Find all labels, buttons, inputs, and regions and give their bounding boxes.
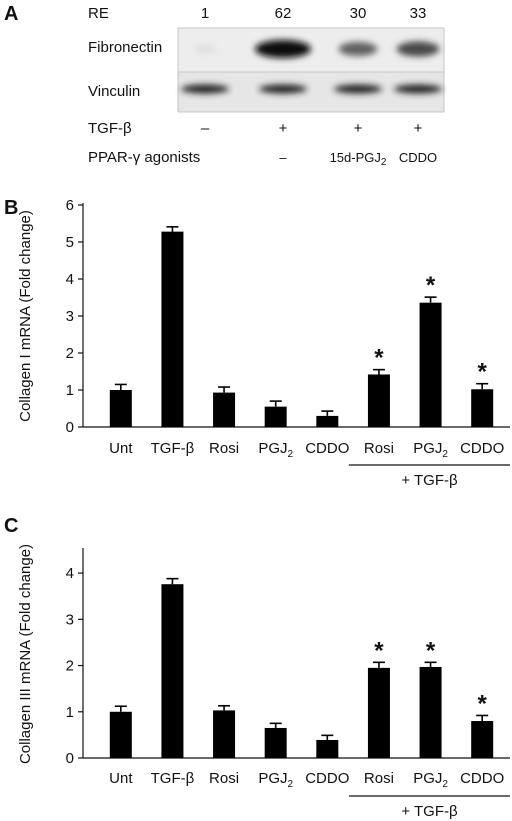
ppar-agonists-label: PPAR-γ agonists: [88, 149, 200, 166]
category-label: Unt: [109, 440, 133, 457]
bar: [109, 711, 132, 758]
vinculin-band: [334, 84, 382, 94]
category-label: CDDO: [305, 770, 349, 787]
re-value: 1: [201, 5, 209, 22]
agonist-marks: – 15d-PGJ2 CDDO: [279, 150, 437, 168]
bar: [109, 390, 132, 427]
panel-a-letter: A: [4, 3, 18, 25]
y-tick-label: 1: [66, 704, 74, 721]
significance-marker: *: [426, 272, 436, 299]
agonist-mark: –: [279, 150, 287, 165]
group-label: + TGF-β: [401, 472, 458, 489]
category-label: PGJ2: [258, 440, 293, 460]
bar: [161, 231, 184, 427]
category-label: TGF-β: [151, 440, 195, 457]
fibronectin-band: [396, 41, 440, 57]
bar: [213, 710, 236, 758]
bar: [419, 302, 442, 427]
agonist-mark-subscript: 2: [381, 157, 387, 168]
y-tick-label: 6: [66, 197, 74, 214]
category-label: PGJ2: [413, 770, 448, 790]
tgf-beta-mark: –: [201, 120, 210, 137]
category-label: Rosi: [209, 440, 239, 457]
bar: [264, 727, 287, 758]
vinculin-label: Vinculin: [88, 83, 140, 100]
y-axis-label: Collagen III mRNA (Fold change): [17, 544, 34, 764]
category-label: PGJ2: [258, 770, 293, 790]
re-values: 1 62 30 33: [201, 5, 427, 22]
vinculin-band: [259, 84, 307, 94]
bar: [471, 389, 494, 427]
category-label: PGJ2: [413, 440, 448, 460]
y-tick-label: 1: [66, 382, 74, 399]
bar: [367, 667, 390, 758]
category-label: Rosi: [209, 770, 239, 787]
tgf-beta-mark: +: [354, 120, 363, 137]
re-value: 30: [350, 5, 367, 22]
re-value: 62: [275, 5, 292, 22]
bar: [316, 415, 339, 427]
group-label: + TGF-β: [401, 803, 458, 820]
category-label: TGF-β: [151, 770, 195, 787]
agonist-mark: 15d-PGJ2: [330, 150, 387, 168]
y-tick-label: 2: [66, 658, 74, 675]
fibronectin-label: Fibronectin: [88, 39, 162, 56]
category-label: Rosi: [364, 440, 394, 457]
vinculin-band: [181, 84, 229, 94]
re-value: 33: [410, 5, 427, 22]
bar: [161, 584, 184, 758]
fibronectin-band: [338, 41, 378, 57]
y-tick-label: 4: [66, 565, 74, 582]
y-axis-label: Collagen I mRNA (Fold change): [17, 210, 34, 422]
tgf-beta-mark: +: [279, 120, 288, 137]
bar: [367, 374, 390, 427]
agonist-mark: CDDO: [399, 150, 437, 165]
panel-letter: C: [4, 515, 18, 537]
bar: [264, 406, 287, 427]
fibronectin-band: [194, 44, 216, 54]
vinculin-band: [394, 84, 442, 94]
category-label: CDDO: [460, 440, 504, 457]
significance-marker: *: [374, 637, 384, 664]
bar: [213, 392, 236, 427]
bar: [471, 721, 494, 758]
significance-marker: *: [478, 359, 488, 386]
category-label: CDDO: [305, 440, 349, 457]
vinculin-bands: [181, 84, 442, 94]
collagen-iii-chart: C Collagen III mRNA (Fold change) 0 1 2 3 4 Unt…: [4, 515, 510, 820]
y-tick-label: 3: [66, 308, 74, 325]
y-tick-label: 0: [66, 419, 74, 436]
tgf-beta-marks: – + + +: [201, 120, 423, 137]
fibronectin-bands: [194, 40, 440, 58]
significance-marker: *: [374, 345, 384, 372]
y-tick-label: 4: [66, 271, 74, 288]
y-tick-label: 0: [66, 750, 74, 767]
bar: [419, 666, 442, 758]
category-label: CDDO: [460, 770, 504, 787]
significance-marker: *: [426, 637, 436, 664]
fibronectin-band: [255, 40, 311, 58]
panel-letter: B: [4, 197, 18, 219]
tgf-beta-mark: +: [414, 120, 423, 137]
western-blot-panel: A RE 1 62 30 33 Fibronectin Vinculin TGF-β …: [4, 3, 445, 168]
category-label: Rosi: [364, 770, 394, 787]
y-tick-label: 5: [66, 234, 74, 251]
significance-marker: *: [478, 690, 488, 717]
tgf-beta-label: TGF-β: [88, 120, 132, 137]
y-tick-label: 2: [66, 345, 74, 362]
bar: [316, 739, 339, 758]
y-tick-label: 3: [66, 611, 74, 628]
re-label: RE: [88, 5, 109, 22]
category-label: Unt: [109, 770, 133, 787]
